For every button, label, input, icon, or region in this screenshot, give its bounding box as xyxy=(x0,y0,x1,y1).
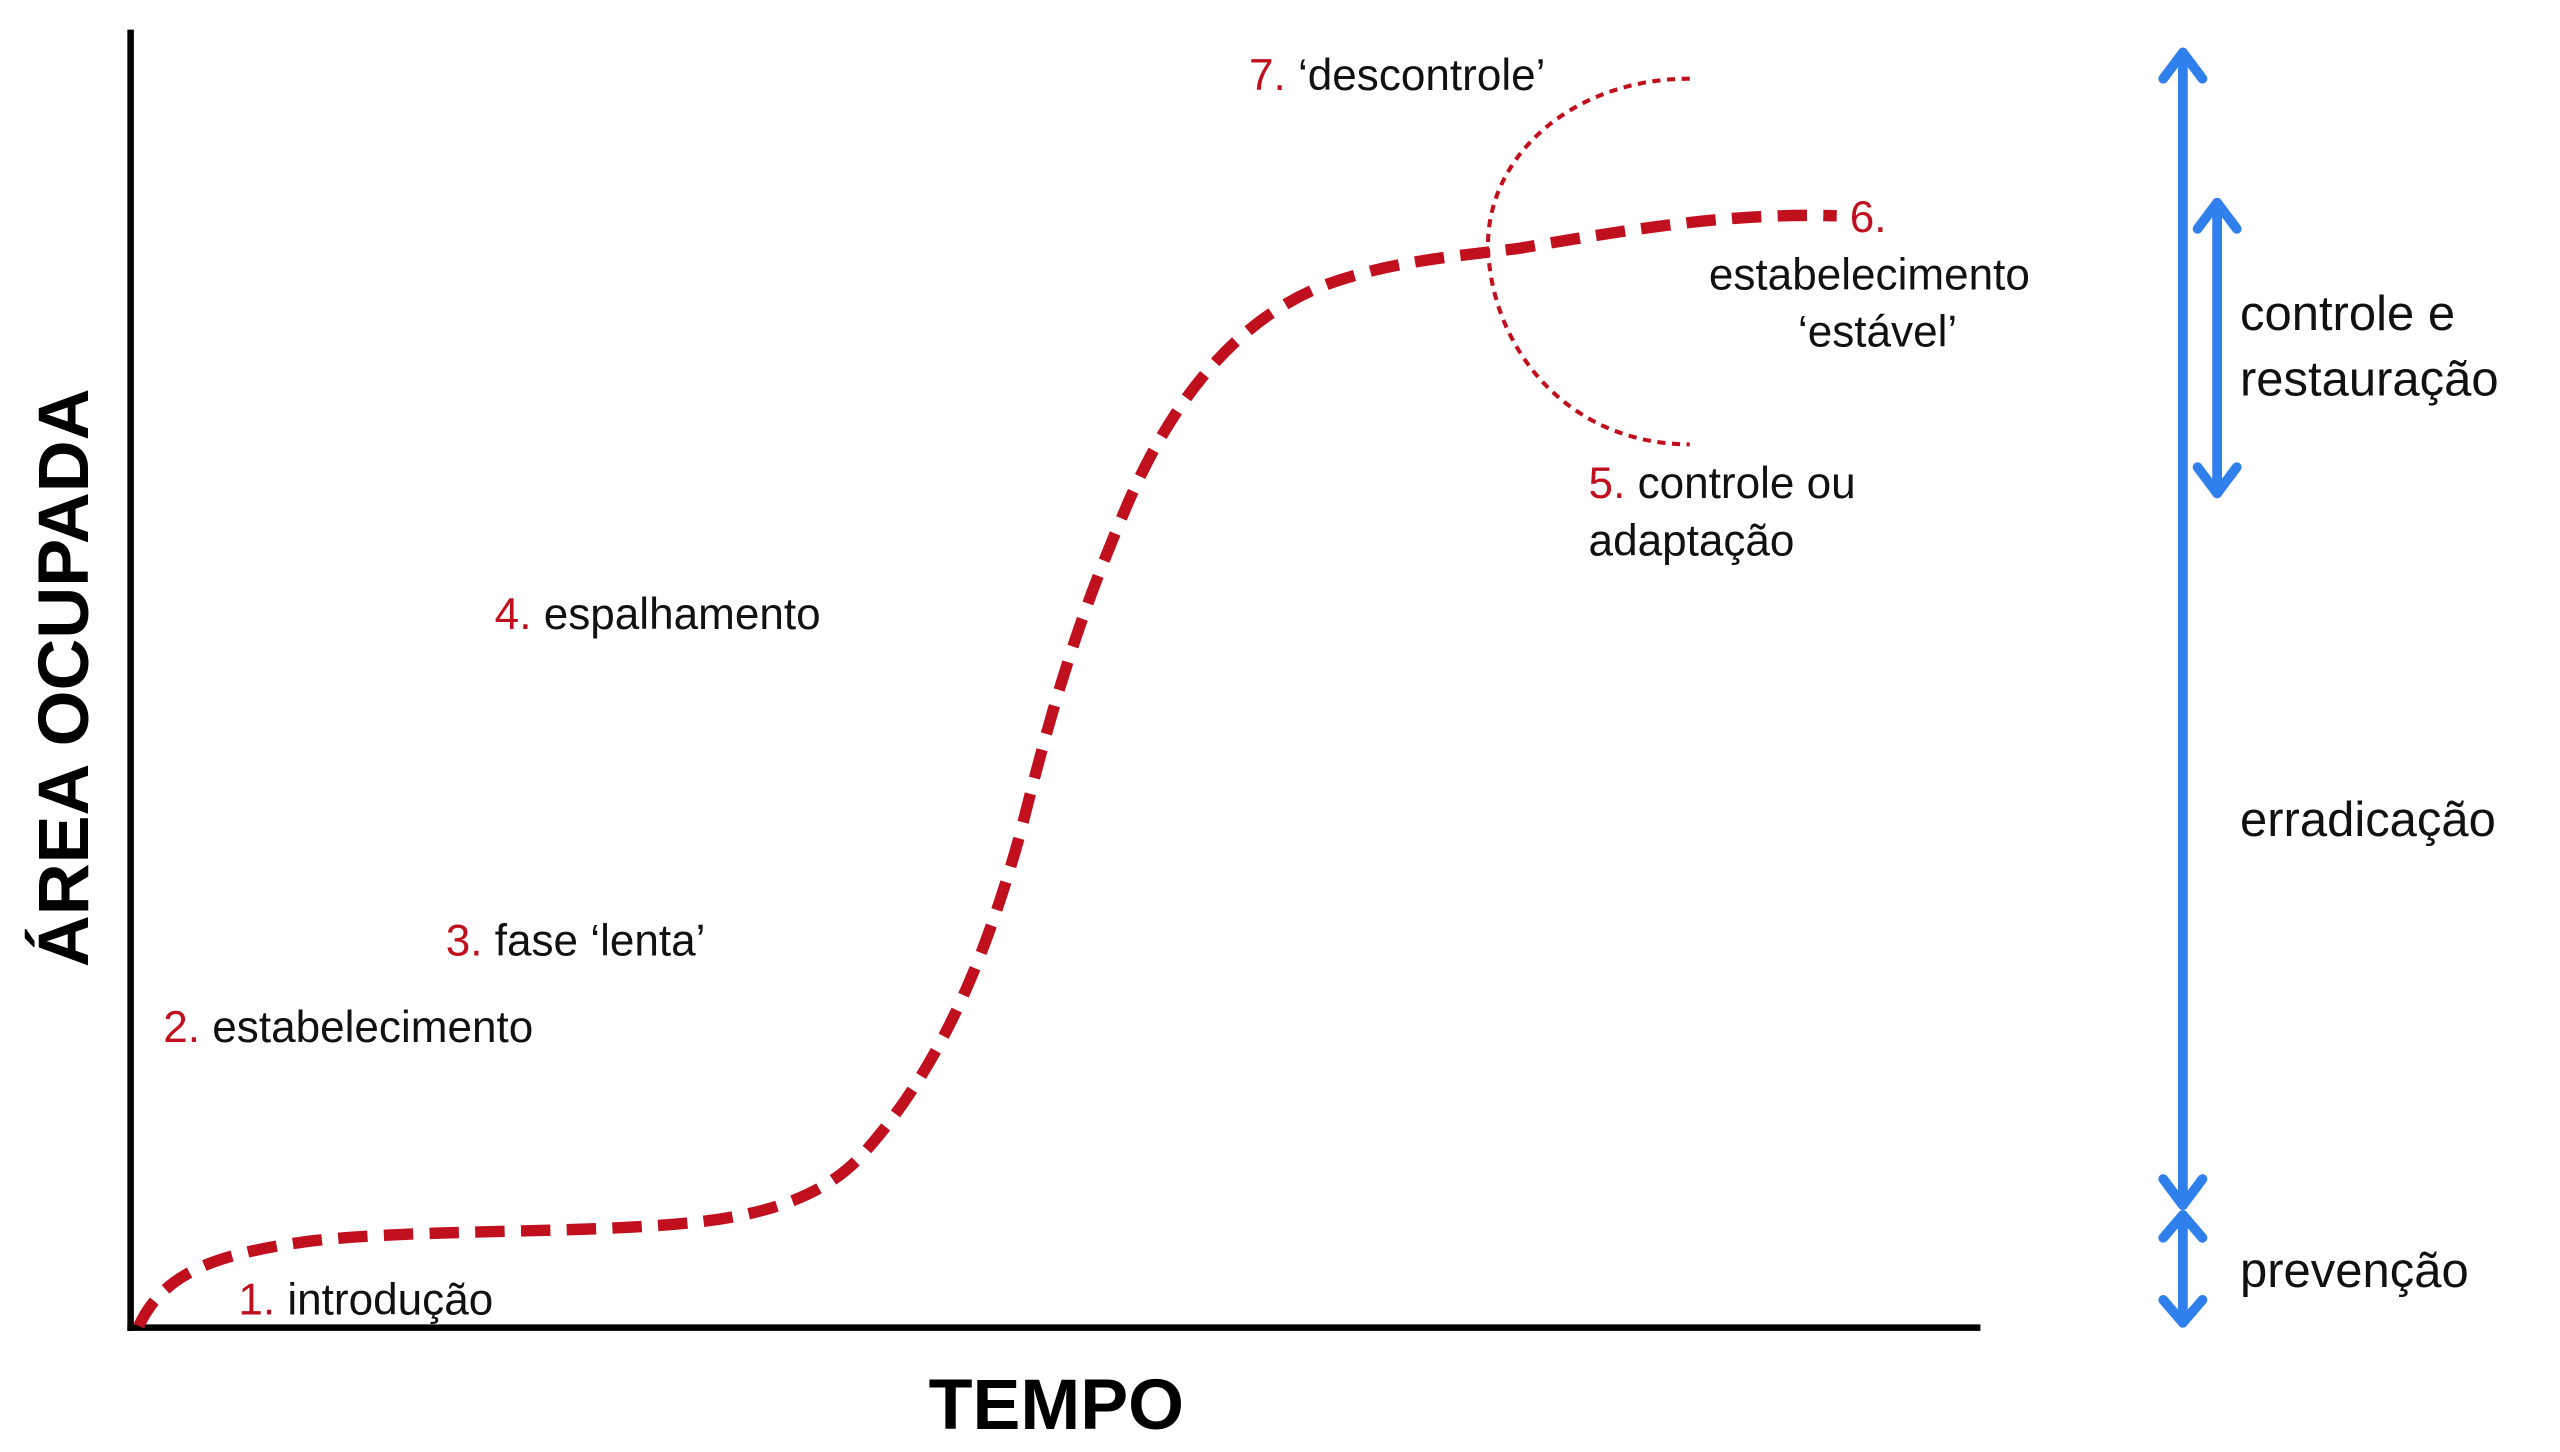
arrow-head xyxy=(2192,462,2242,499)
stage-text: estabelecimento xyxy=(1709,250,2030,299)
stage-label: 2. estabelecimento xyxy=(163,1003,533,1052)
stage-label: 5. controle ou xyxy=(1589,459,1856,508)
stage-text: ‘estável’ xyxy=(1798,307,1957,356)
stage-text: espalhamento xyxy=(544,590,821,639)
stage-text: adaptação xyxy=(1589,516,1795,565)
stage-label: 3. fase ‘lenta’ xyxy=(446,916,706,965)
stage-label: 1. introdução xyxy=(238,1276,493,1325)
stage-number: 3. xyxy=(446,916,483,965)
invasion-curve xyxy=(133,209,1837,1329)
arrow-head xyxy=(2158,1294,2208,1328)
arrow-head xyxy=(2158,1174,2208,1211)
branch-curve xyxy=(1485,76,1690,447)
stage-text: controle ou xyxy=(1638,459,1856,508)
management-arrows xyxy=(2158,47,2242,1328)
arrow-head xyxy=(2192,197,2242,234)
management-label: prevenção xyxy=(2240,1244,2469,1298)
management-label: restauração xyxy=(2240,352,2499,406)
y-axis-label: ÁREA OCUPADA xyxy=(24,389,104,968)
management-label: controle e xyxy=(2240,287,2455,341)
stage-number: 6. xyxy=(1850,193,1887,242)
stage-number: 5. xyxy=(1589,459,1626,508)
management-label: erradicação xyxy=(2240,793,2496,847)
stage-number: 4. xyxy=(495,590,532,639)
stage-text: estabelecimento xyxy=(212,1003,533,1052)
stage-number: 7. xyxy=(1249,51,1286,100)
stage-text: fase ‘lenta’ xyxy=(495,916,706,965)
arrow-head xyxy=(2158,47,2208,84)
stage-text: ‘descontrole’ xyxy=(1298,51,1545,100)
stage-number: 1. xyxy=(238,1276,275,1325)
x-axis-label: TEMPO xyxy=(929,1365,1184,1445)
stage-label: 4. espalhamento xyxy=(495,590,821,639)
arrow-head xyxy=(2158,1210,2208,1243)
stage-label: 7. ‘descontrole’ xyxy=(1249,51,1545,100)
stage-text: introdução xyxy=(287,1276,493,1325)
stage-number: 2. xyxy=(163,1003,200,1052)
